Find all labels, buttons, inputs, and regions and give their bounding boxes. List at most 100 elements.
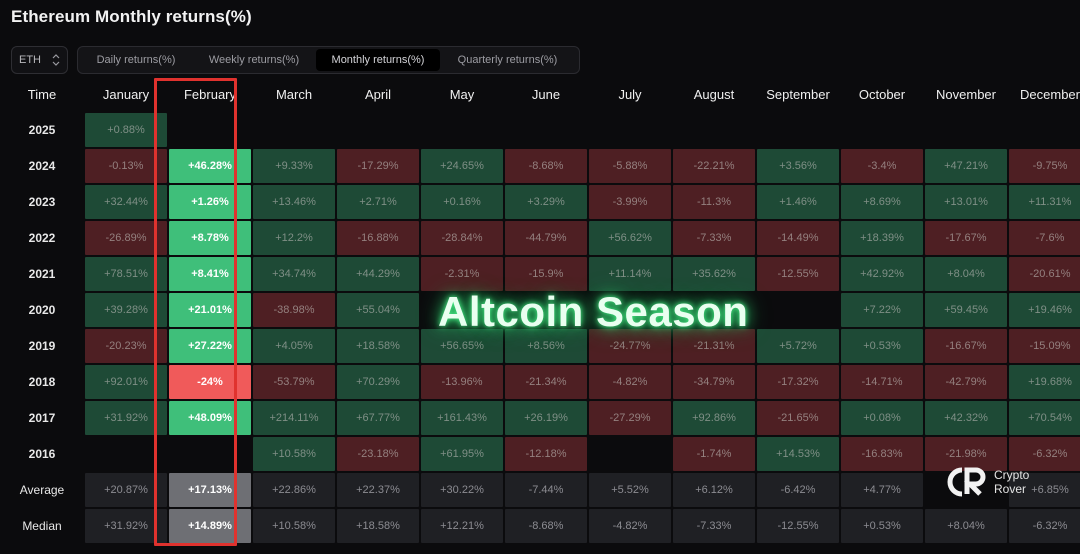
return-cell: +11.31% (1009, 185, 1080, 219)
tab-quarterly-returns[interactable]: Quarterly returns(%) (457, 54, 558, 66)
return-cell: +0.53% (841, 509, 923, 543)
return-cell (757, 293, 839, 327)
return-cell (589, 113, 671, 147)
return-cell: +44.29% (337, 257, 419, 291)
return-cell: +19.46% (1009, 293, 1080, 327)
return-cell: +18.58% (337, 509, 419, 543)
return-cell: -3.4% (841, 149, 923, 183)
return-cell: -21.34% (505, 365, 587, 399)
row-label: 2021 (28, 267, 56, 281)
return-cell: +6.85% (1009, 473, 1080, 507)
return-cell (169, 113, 251, 147)
column-header: September (766, 86, 830, 102)
tab-weekly-returns[interactable]: Weekly returns(%) (208, 54, 300, 66)
return-cell: +92.86% (673, 401, 755, 435)
return-cell: -27.29% (589, 401, 671, 435)
return-cell (1009, 113, 1080, 147)
return-cell: -11.3% (673, 185, 755, 219)
return-cell: +8.04% (925, 509, 1007, 543)
return-cell: +55.04% (337, 293, 419, 327)
return-cell: +26.19% (505, 401, 587, 435)
return-cell: +70.29% (337, 365, 419, 399)
tab-daily-returns[interactable]: Daily returns(%) (96, 54, 176, 66)
return-cell: -22.21% (673, 149, 755, 183)
return-cell: +24.65% (421, 149, 503, 183)
return-cell (85, 437, 167, 471)
return-cell: +18.39% (841, 221, 923, 255)
row-label: 2022 (28, 231, 56, 245)
return-cell: -38.98% (253, 293, 335, 327)
monthly-returns-table: Time January February March April May June Jul… (0, 76, 1080, 544)
return-cell (337, 113, 419, 147)
return-cell (253, 113, 335, 147)
return-cell: +35.62% (673, 257, 755, 291)
return-cell: -7.33% (673, 509, 755, 543)
return-cell: +10.58% (253, 509, 335, 543)
return-cell: +78.51% (85, 257, 167, 291)
return-cell: +19.68% (1009, 365, 1080, 399)
return-cell: +12.21% (421, 509, 503, 543)
return-cell: -15.09% (1009, 329, 1080, 363)
row-label: 2024 (28, 159, 56, 173)
return-cell: -21.31% (673, 329, 755, 363)
return-cell: -6.32% (1009, 437, 1080, 471)
return-cell: -24% (169, 365, 251, 399)
return-cell: -20.61% (1009, 257, 1080, 291)
return-cell: +13.46% (253, 185, 335, 219)
crypto-rover-logo: Crypto Rover (946, 466, 1029, 498)
return-cell: +59.45% (925, 293, 1007, 327)
return-cell: -24.77% (589, 329, 671, 363)
return-cell: +17.13% (169, 473, 251, 507)
return-cell: +3.29% (505, 185, 587, 219)
column-header: December (1020, 86, 1080, 102)
return-cell: -8.68% (505, 149, 587, 183)
return-cell: +39.28% (85, 293, 167, 327)
return-cell: +0.08% (841, 401, 923, 435)
return-cell: +1.26% (169, 185, 251, 219)
column-header: February (183, 86, 237, 102)
chevron-updown-icon (52, 54, 60, 66)
return-cell: +18.58% (337, 329, 419, 363)
return-cell: -12.55% (757, 509, 839, 543)
return-cell: +5.52% (589, 473, 671, 507)
return-cell: +67.77% (337, 401, 419, 435)
return-cell: -4.82% (589, 365, 671, 399)
return-cell: -17.29% (337, 149, 419, 183)
return-cell: -20.23% (85, 329, 167, 363)
column-header: April (364, 86, 391, 102)
return-cell: +0.16% (421, 185, 503, 219)
row-label: 2016 (28, 447, 56, 461)
return-cell: +56.65% (421, 329, 503, 363)
corner-label: Time (27, 86, 57, 102)
return-cell: -13.96% (421, 365, 503, 399)
return-cell: +61.95% (421, 437, 503, 471)
return-cell: +42.32% (925, 401, 1007, 435)
return-cell: +7.22% (841, 293, 923, 327)
return-cell: +214.11% (253, 401, 335, 435)
return-cell: +2.71% (337, 185, 419, 219)
return-cell (673, 113, 755, 147)
asset-select[interactable]: ETH (11, 46, 68, 74)
return-cell: +3.56% (757, 149, 839, 183)
column-header: July (618, 86, 642, 102)
return-cell (757, 113, 839, 147)
return-cell: +22.86% (253, 473, 335, 507)
return-cell: -21.65% (757, 401, 839, 435)
return-cell: +56.62% (589, 221, 671, 255)
return-cell: -15.9% (505, 257, 587, 291)
asset-select-value: ETH (19, 54, 41, 66)
return-cell: +21.01% (169, 293, 251, 327)
return-cell: +46.28% (169, 149, 251, 183)
return-cell: +14.89% (169, 509, 251, 543)
column-header: October (858, 86, 906, 102)
logo-text-line1: Crypto (994, 468, 1030, 482)
row-label: 2025 (28, 123, 56, 137)
return-cell: -0.13% (85, 149, 167, 183)
row-label: 2018 (28, 375, 56, 389)
return-cell: -14.49% (757, 221, 839, 255)
return-cell: +92.01% (85, 365, 167, 399)
return-cell: +1.46% (757, 185, 839, 219)
return-cell: -6.42% (757, 473, 839, 507)
tab-monthly-returns[interactable]: Monthly returns(%) (316, 49, 440, 71)
return-cell: +10.58% (253, 437, 335, 471)
